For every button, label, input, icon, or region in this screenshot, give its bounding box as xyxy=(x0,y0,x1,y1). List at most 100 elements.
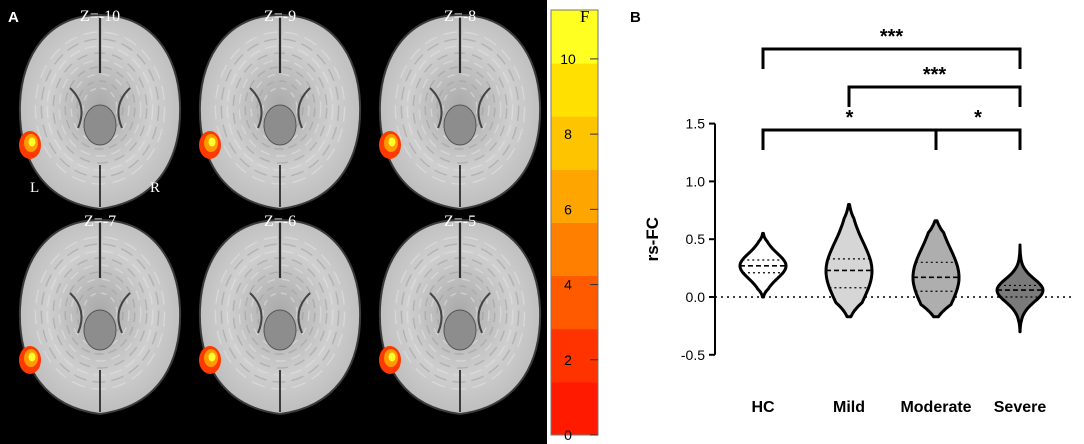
slice-z-label: Z=-5 xyxy=(444,213,476,230)
x-tick-labels: HC Mild Moderate Severe xyxy=(751,399,1046,416)
activation-cluster-peak xyxy=(388,137,396,147)
colorbar-segment xyxy=(551,381,598,436)
sylvian-fissure-right xyxy=(117,292,131,334)
significance-bracket xyxy=(934,128,1022,150)
colorbar-segment xyxy=(551,328,598,383)
y-tick-label: 1.5 xyxy=(686,116,706,132)
slice-z-label: Z=-6 xyxy=(264,213,296,230)
slice-z-label: Z=-7 xyxy=(84,213,116,230)
colorbar-tick-label: 6 xyxy=(564,201,572,217)
gyral-texture xyxy=(244,271,316,355)
x-tick-label: Mild xyxy=(833,399,865,416)
colorbar-frame xyxy=(550,9,599,436)
colorbar-segment xyxy=(551,275,598,330)
brain-slice: Z=-8 xyxy=(378,8,542,211)
y-axis-label: rs-FC xyxy=(643,217,662,261)
sylvian-fissure-left xyxy=(429,292,443,334)
violin-series xyxy=(738,203,1045,334)
midbrain xyxy=(83,309,117,351)
colorbar-segment xyxy=(551,116,598,170)
brain-slice: Z=-5 xyxy=(378,213,542,416)
colorbar-title: F xyxy=(580,7,589,26)
sylvian-fissure-left xyxy=(249,292,263,334)
activation-cluster-peak xyxy=(208,137,216,147)
colorbar-tick-label: 4 xyxy=(564,277,572,293)
midbrain xyxy=(83,104,117,146)
violin-severe xyxy=(995,243,1045,334)
violin-mild xyxy=(824,203,874,319)
violin-shape xyxy=(995,243,1045,334)
y-tick-label: -0.5 xyxy=(681,347,705,363)
gyral-texture xyxy=(442,87,478,129)
sylvian-fissure-left xyxy=(249,87,263,129)
x-tick-label: HC xyxy=(751,399,775,416)
gyral-texture xyxy=(424,271,496,355)
violin-moderate xyxy=(911,219,961,319)
y-tick-label: 0.0 xyxy=(686,289,706,305)
midbrain xyxy=(443,309,477,351)
sylvian-fissure-right xyxy=(477,87,491,129)
significance-bracket xyxy=(761,128,938,150)
significance-bracket xyxy=(761,47,1022,69)
violin-shape xyxy=(911,219,961,319)
gyral-texture xyxy=(82,292,118,334)
midbrain xyxy=(263,309,297,351)
x-tick-label: Moderate xyxy=(900,399,971,416)
gyral-texture xyxy=(442,292,478,334)
gyral-texture xyxy=(262,292,298,334)
f-colorbar xyxy=(550,9,599,436)
left-hemisphere-marker: L xyxy=(30,180,39,196)
significance-label: *** xyxy=(880,26,904,48)
violin-hc xyxy=(738,231,788,299)
significance-brackets: ******* * xyxy=(761,26,1022,150)
sylvian-fissure-right xyxy=(117,87,131,129)
significance-bracket xyxy=(847,85,1022,107)
violin-chart-panel: B rs-FC -0.50.00.51.01.5 ******* * HC Mild… xyxy=(630,9,1075,416)
significance-label: * xyxy=(974,107,982,129)
sylvian-fissure-right xyxy=(297,87,311,129)
gyral-texture xyxy=(64,66,136,150)
colorbar-segment xyxy=(551,222,598,277)
activation-cluster-peak xyxy=(208,352,216,362)
gyral-texture xyxy=(262,87,298,129)
midbrain xyxy=(443,104,477,146)
sylvian-fissure-right xyxy=(297,292,311,334)
activation-cluster-peak xyxy=(388,352,396,362)
gyral-texture xyxy=(82,87,118,129)
brain-slice: Z=-7 xyxy=(18,213,182,416)
right-hemisphere-marker: R xyxy=(150,180,160,196)
x-tick-label: Severe xyxy=(994,399,1047,416)
brain-slice: Z=-9 xyxy=(198,8,362,211)
slice-grid: Z=-10 Z=-9 Z=-8 Z=-7 Z=-6 Z=-5 xyxy=(18,8,542,416)
significance-label: *** xyxy=(923,64,947,86)
y-tick-label: 1.0 xyxy=(686,173,706,189)
sylvian-fissure-right xyxy=(477,292,491,334)
sylvian-fissure-left xyxy=(429,87,443,129)
colorbar-segment xyxy=(551,10,598,64)
colorbar-tick-label: 0 xyxy=(564,427,572,443)
slice-z-label: Z=-9 xyxy=(264,8,296,25)
colorbar-ticks: 0 2 4 6 8 10 xyxy=(560,51,598,443)
sylvian-fissure-left xyxy=(69,292,83,334)
brain-slices-panel: A Z=-10 Z=-9 Z=-8 Z=-7 Z=-6 Z=-5 L R F 0 2 4 6 8 1… xyxy=(0,0,599,444)
colorbar-segment xyxy=(551,63,598,117)
violin-shape xyxy=(738,231,788,299)
panel-b-label: B xyxy=(630,9,641,26)
y-tick-label: 0.5 xyxy=(686,231,706,247)
slice-z-label: Z=-8 xyxy=(444,8,476,25)
brain-slice: Z=-6 xyxy=(198,213,362,416)
significance-label: * xyxy=(846,107,854,129)
colorbar-tick-label: 2 xyxy=(564,352,572,368)
slice-z-label: Z=-10 xyxy=(80,8,120,25)
brain-slice: Z=-10 xyxy=(18,8,182,211)
midbrain xyxy=(263,104,297,146)
colorbar-tick-label: 8 xyxy=(564,126,572,142)
sylvian-fissure-left xyxy=(69,87,83,129)
panel-a-label: A xyxy=(8,9,19,26)
gyral-texture xyxy=(64,271,136,355)
activation-cluster-peak xyxy=(28,137,36,147)
violin-shape xyxy=(824,203,874,319)
activation-cluster-peak xyxy=(28,352,36,362)
colorbar-segment xyxy=(551,169,598,223)
gyral-texture xyxy=(424,66,496,150)
